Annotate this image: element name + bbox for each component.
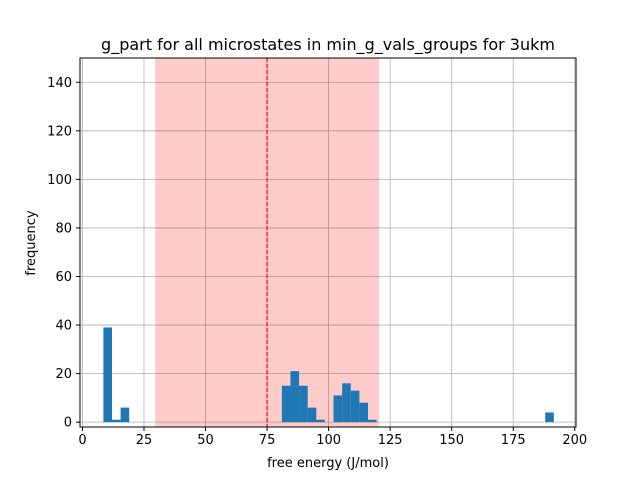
plot-frame xyxy=(79,57,577,428)
plot-area xyxy=(79,57,577,428)
bar-layer xyxy=(103,327,554,423)
x-tick-label: 175 xyxy=(501,433,526,448)
x-tick-label: 0 xyxy=(78,433,86,448)
histogram-bar xyxy=(333,395,343,423)
y-axis-label: frequency xyxy=(24,210,39,276)
histogram-bar xyxy=(112,419,121,423)
histogram-bar xyxy=(368,419,377,423)
x-axis-label: free energy (J/mol) xyxy=(267,456,389,471)
x-tick-label: 200 xyxy=(562,433,587,448)
histogram-bar xyxy=(120,407,130,423)
histogram-bar xyxy=(316,419,325,423)
y-axis-ticks: 0 20 40 60 80 100 120 140 xyxy=(47,76,80,431)
histogram-bar xyxy=(350,390,360,423)
y-tick-label: 40 xyxy=(55,319,72,334)
y-tick-label: 60 xyxy=(55,270,72,285)
histogram-bar xyxy=(299,385,308,423)
y-tick-label: 0 xyxy=(64,416,72,431)
histogram-bar xyxy=(359,402,368,423)
x-tick-label: 50 xyxy=(197,433,214,448)
y-tick-label: 20 xyxy=(55,367,72,382)
x-tick-label: 100 xyxy=(316,433,341,448)
x-tick-label: 125 xyxy=(378,433,403,448)
histogram-bar xyxy=(307,407,317,423)
histogram-bar xyxy=(281,385,291,423)
x-tick-label: 75 xyxy=(259,433,276,448)
histogram-bar xyxy=(342,383,351,423)
x-tick-label: 150 xyxy=(439,433,464,448)
histogram-bar xyxy=(290,371,300,423)
x-axis-ticks: 0 25 50 75 100 125 150 175 200 xyxy=(78,427,587,448)
x-tick-label: 25 xyxy=(136,433,153,448)
grid-layer xyxy=(80,58,576,427)
y-tick-label: 120 xyxy=(47,124,72,139)
histogram-bar xyxy=(103,327,112,423)
chart-title: g_part for all microstates in min_g_vals… xyxy=(101,35,555,55)
histogram-bar xyxy=(545,412,554,423)
y-tick-label: 100 xyxy=(47,173,72,188)
y-tick-label: 80 xyxy=(55,221,72,236)
y-tick-label: 140 xyxy=(47,76,72,91)
